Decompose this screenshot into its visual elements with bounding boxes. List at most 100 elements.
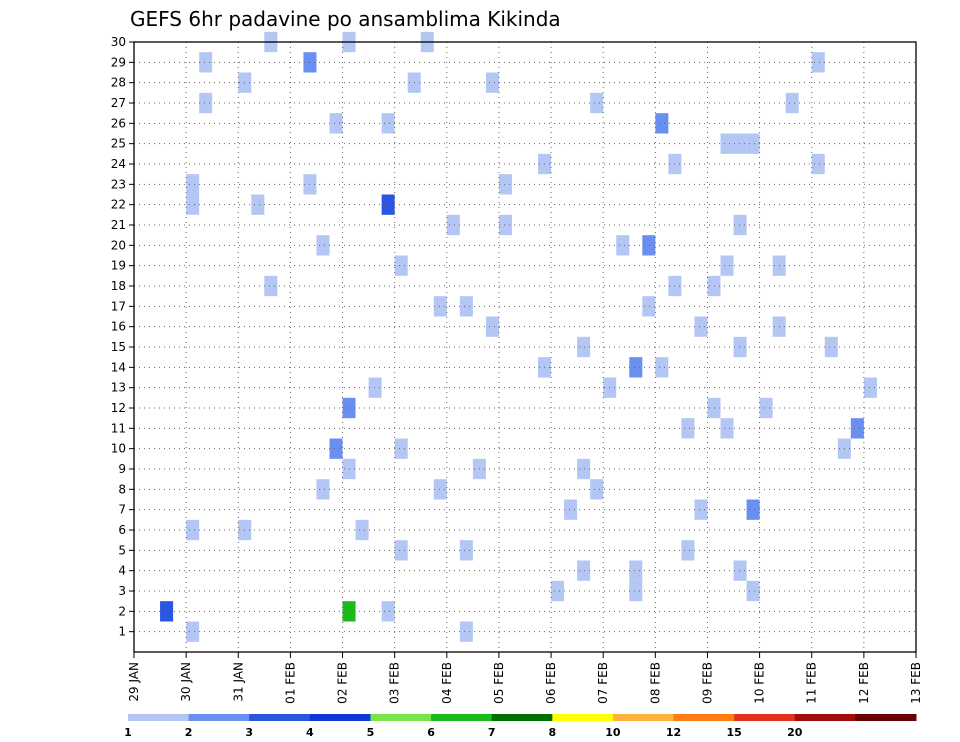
colorbar-swatch xyxy=(552,714,614,721)
y-tick-label: 19 xyxy=(111,259,126,273)
heatmap-cell xyxy=(485,72,499,93)
x-tick-label: 06 FEB xyxy=(544,662,558,704)
colorbar-swatch xyxy=(734,714,796,721)
y-tick-label: 29 xyxy=(111,55,126,69)
heatmap-cell xyxy=(368,377,382,398)
colorbar-label: 2 xyxy=(185,726,193,739)
heatmap-cell xyxy=(720,133,734,154)
heatmap-cell xyxy=(498,174,512,195)
heatmap-cell xyxy=(694,499,708,520)
heatmap-cell xyxy=(850,418,864,439)
x-tick-label: 31 JAN xyxy=(231,662,245,702)
colorbar-label: 8 xyxy=(548,726,556,739)
colorbar-label: 10 xyxy=(605,726,621,739)
colorbar-label: 4 xyxy=(306,726,314,739)
heatmap-cell xyxy=(186,519,200,541)
y-tick-label: 9 xyxy=(118,462,126,476)
heatmap-cell xyxy=(446,214,460,236)
y-tick-label: 24 xyxy=(111,157,126,171)
heatmap-cell xyxy=(811,52,825,73)
colorbar-swatch xyxy=(491,714,553,721)
y-tick-label: 21 xyxy=(111,218,126,232)
heatmap-cell xyxy=(642,235,656,256)
heatmap-cell xyxy=(381,601,395,622)
colorbar-swatch xyxy=(794,714,856,721)
heatmap-cell xyxy=(459,540,473,561)
heatmap-cell xyxy=(616,235,630,256)
heatmap-cell xyxy=(394,255,408,276)
y-tick-label: 3 xyxy=(118,584,126,598)
heatmap-cell xyxy=(590,92,604,114)
x-tick-label: 07 FEB xyxy=(596,662,610,704)
heatmap-cell xyxy=(746,133,760,154)
heatmap-cell xyxy=(329,438,343,459)
y-tick-label: 26 xyxy=(111,116,126,130)
x-axis: 29 JAN 30 JAN 31 JAN 01 FEB 02 FEB 03 FEB 04 F… xyxy=(127,652,923,704)
colorbar-swatch xyxy=(612,714,675,721)
heatmap-cell xyxy=(551,580,565,602)
y-tick-label: 30 xyxy=(111,35,126,49)
heatmap-cell xyxy=(655,113,669,134)
y-tick-label: 14 xyxy=(111,360,126,374)
heatmap-cell xyxy=(759,397,773,419)
heatmap-cell xyxy=(394,438,408,459)
colorbar-label: 12 xyxy=(666,726,681,739)
colorbar-label: 1 xyxy=(124,726,132,739)
heatmap-cell xyxy=(733,560,747,581)
heatmap-cell xyxy=(485,316,499,337)
colorbar-swatch xyxy=(370,714,432,721)
colorbar-label: 6 xyxy=(427,726,435,739)
heatmap-cell xyxy=(681,418,695,439)
y-tick-label: 10 xyxy=(111,442,126,456)
heatmap-cell xyxy=(316,479,330,500)
y-tick-label: 8 xyxy=(118,482,126,496)
y-tick-label: 22 xyxy=(111,198,126,212)
y-tick-label: 13 xyxy=(111,381,126,395)
heatmap-cell xyxy=(733,336,747,358)
y-tick-label: 28 xyxy=(111,76,126,90)
heatmap-cell xyxy=(251,194,265,215)
colorbar: 1 2 3 4 5 6 7 8 10 12 15 20 xyxy=(124,714,917,739)
heatmap-cell xyxy=(629,560,643,581)
colorbar-label: 5 xyxy=(367,726,375,739)
heatmap-cell xyxy=(498,214,512,236)
heatmap-cells xyxy=(160,31,877,642)
heatmap-cell xyxy=(720,255,734,276)
heatmap-cell xyxy=(381,194,395,215)
colorbar-swatch xyxy=(249,714,311,721)
heatmap-cell xyxy=(577,458,591,480)
heatmap-cell xyxy=(642,296,656,317)
y-tick-label: 16 xyxy=(111,320,126,334)
y-tick-label: 6 xyxy=(118,523,126,537)
heatmap-cell xyxy=(459,621,473,642)
x-tick-label: 12 FEB xyxy=(857,662,871,704)
y-tick-label: 4 xyxy=(118,564,126,578)
heatmap-cell xyxy=(564,499,578,520)
heatmap-cell xyxy=(186,194,200,215)
x-tick-label: 13 FEB xyxy=(909,662,923,704)
colorbar-swatch xyxy=(188,714,250,721)
heatmap-cell xyxy=(746,580,760,602)
heatmap-cell xyxy=(590,479,604,500)
x-tick-label: 09 FEB xyxy=(700,662,714,704)
x-tick-label: 04 FEB xyxy=(440,662,454,704)
heatmap-cell xyxy=(433,296,447,317)
colorbar-swatch xyxy=(855,714,917,721)
colorbar-label: 20 xyxy=(787,726,803,739)
heatmap-cell xyxy=(707,397,721,419)
chart-title: GEFS 6hr padavine po ansamblima Kikinda xyxy=(130,7,561,31)
y-tick-label: 7 xyxy=(118,503,126,517)
colorbar-label: 15 xyxy=(726,726,741,739)
heatmap-cell xyxy=(694,316,708,337)
x-tick-label: 29 JAN xyxy=(127,662,141,702)
colorbar-label: 3 xyxy=(245,726,253,739)
heatmap-cell xyxy=(186,174,200,195)
x-tick-label: 01 FEB xyxy=(283,662,297,704)
heatmap-cell xyxy=(811,153,825,175)
heatmap-cell xyxy=(381,113,395,134)
heatmap-cell xyxy=(785,92,799,114)
grid-lines xyxy=(134,42,916,652)
heatmap-cell xyxy=(186,621,200,642)
y-tick-label: 25 xyxy=(111,137,126,151)
